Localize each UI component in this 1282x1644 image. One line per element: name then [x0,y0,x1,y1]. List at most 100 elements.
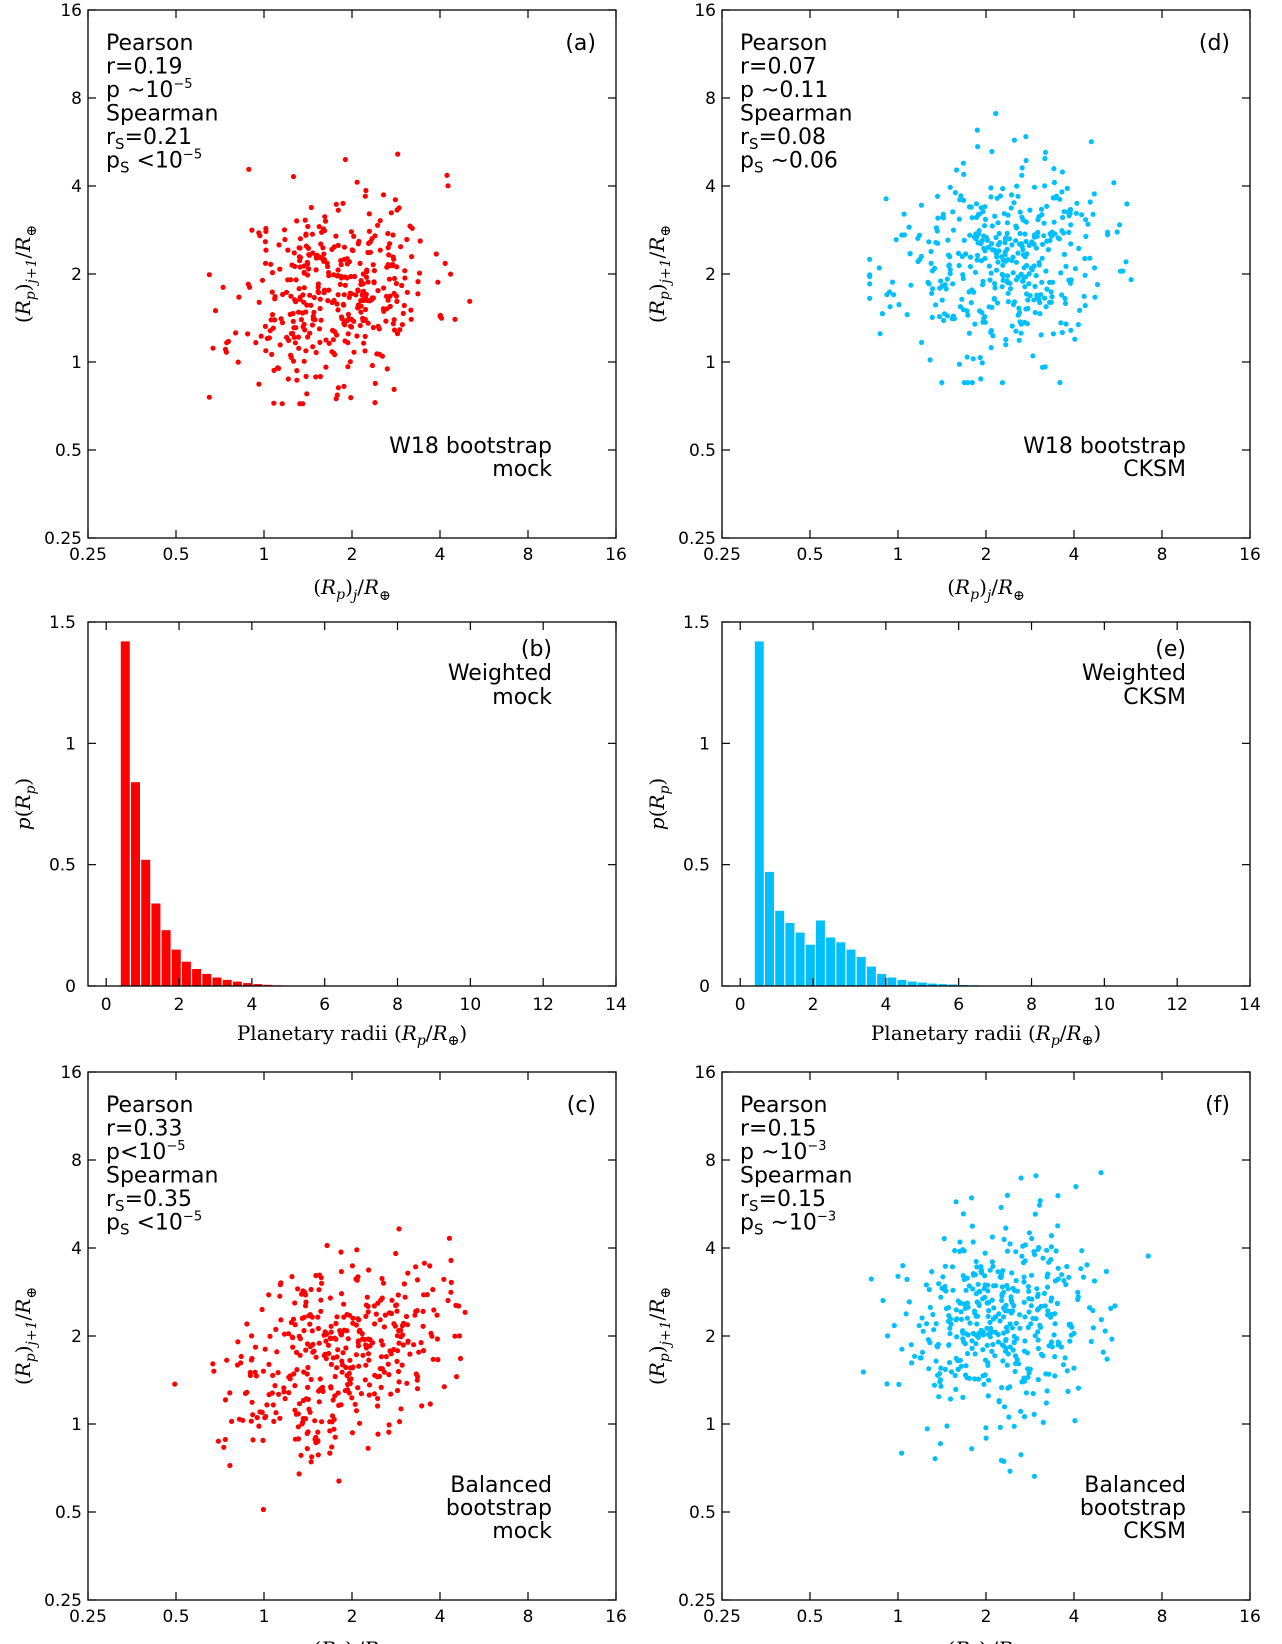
data-point [1012,299,1018,305]
data-point [1009,1270,1015,1276]
data-point [1026,1309,1032,1315]
data-point [986,304,992,310]
data-point [433,251,439,257]
data-point [978,205,984,211]
data-point [1000,262,1006,268]
data-point [309,231,315,237]
data-point [420,1323,426,1329]
data-point [321,1352,327,1359]
data-point [943,1288,949,1294]
data-point [1053,1248,1059,1254]
data-point [867,295,873,301]
data-point [1058,320,1064,326]
data-point [327,1295,333,1301]
stat-line: pS ~10−3 [740,1210,836,1239]
data-point [172,1381,178,1387]
data-point [867,281,873,287]
data-point [1072,1418,1078,1424]
data-point [991,296,997,302]
data-point [279,320,286,326]
data-point [1025,1284,1031,1290]
data-point [270,1372,276,1378]
data-point [390,321,396,327]
data-point [1043,268,1049,274]
data-point [962,1341,968,1347]
data-point [290,174,297,180]
data-point [1061,251,1068,257]
data-point [981,245,987,251]
histogram-bar [928,983,938,986]
data-point [375,288,381,294]
data-point [1017,230,1023,237]
data-point [1075,1296,1081,1303]
data-point [1019,165,1025,171]
data-point [267,1333,273,1339]
data-point [1023,274,1029,280]
data-point [956,262,962,269]
stat-line: pS ~0.06 [740,149,838,177]
data-point [904,312,910,318]
data-point [1011,200,1017,206]
data-point [993,234,999,241]
y-axis-label: (Rp)j+1/R⊕ [11,1287,40,1385]
data-point [988,194,994,200]
data-point [1032,283,1038,289]
x-tick-label: 1 [893,1607,904,1627]
data-point [995,1339,1002,1345]
data-point [1075,1385,1082,1391]
data-point [349,1263,355,1269]
data-point [1033,273,1039,279]
data-point [976,211,983,217]
data-point [1032,1252,1038,1258]
data-point [295,309,302,315]
data-point [298,317,304,323]
data-point [315,1314,321,1320]
y-tick-label: 2 [705,265,716,285]
data-point [1055,1193,1061,1199]
data-point [1048,1298,1054,1304]
data-point [381,308,387,314]
data-point [391,290,397,296]
data-point [955,250,962,256]
data-point [332,1434,338,1440]
data-point [1063,263,1069,269]
data-point [1038,206,1045,212]
y-tick-label: 8 [71,1151,82,1171]
data-point [309,1454,315,1460]
data-point [372,380,378,386]
stat-line: r=0.07 [740,55,816,80]
data-point [939,283,945,289]
data-point [375,222,381,228]
data-point [1049,1344,1055,1350]
data-point [274,1349,280,1355]
panel-caption: Weighted [448,661,552,686]
data-point [355,1385,361,1391]
data-point [1035,1246,1041,1252]
data-point [307,1409,313,1415]
data-point [896,302,902,308]
data-point [957,1239,963,1245]
data-point [407,1351,413,1357]
data-point [950,1287,956,1293]
data-point [946,1313,952,1319]
panel-label: (d) [1199,31,1230,56]
data-point [972,1351,978,1357]
data-point [942,1283,948,1290]
data-point [1048,289,1054,295]
data-point [362,193,368,199]
data-point [925,279,931,285]
data-point [269,270,276,276]
data-point [288,330,295,337]
panel-caption: Balanced [1084,1473,1186,1498]
data-point [1024,291,1030,297]
histogram-panel-e: 0 2 4 6 8 10 12 14 0 0.5 1 1.5 Planetary radii (Rp/R… [645,613,1261,1049]
data-point [1081,293,1087,299]
data-point [416,1349,422,1355]
stat-line: Pearson [740,1093,827,1118]
data-point [281,1385,287,1391]
data-point [346,1390,352,1396]
data-point [999,380,1006,386]
data-point [1092,265,1098,271]
data-point [967,254,974,260]
histogram-panel-b: 0 2 4 6 8 10 12 14 0 0.5 1 1.5 Planetary radii (Rp/R… [11,613,627,1049]
